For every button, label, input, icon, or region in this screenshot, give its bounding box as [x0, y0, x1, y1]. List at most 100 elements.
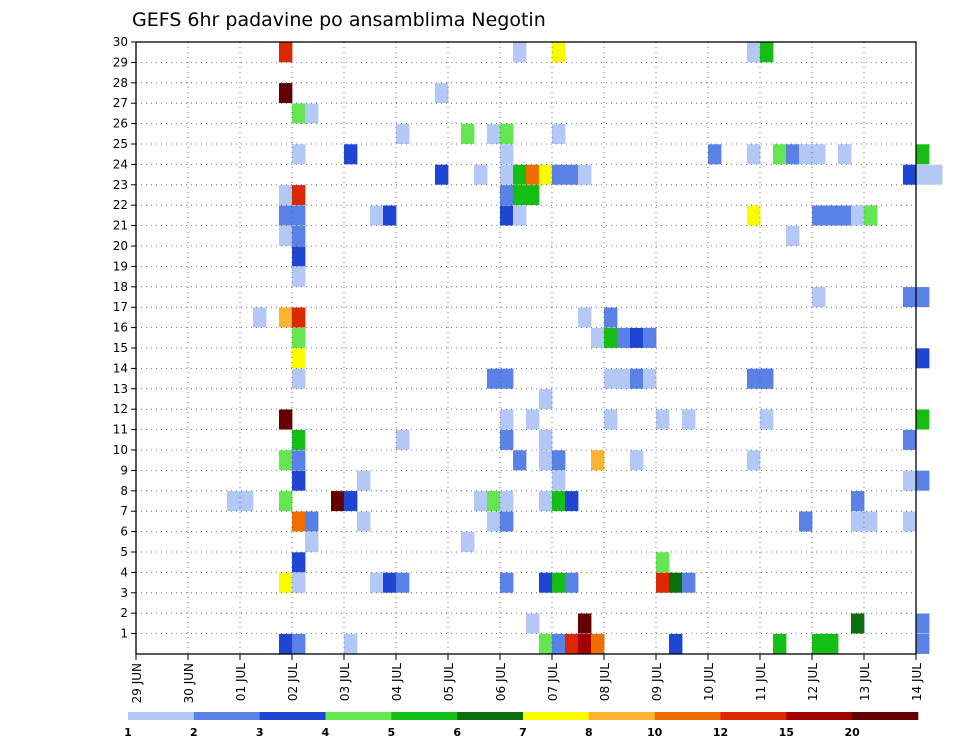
y-tick-label: 9 [120, 463, 128, 477]
heatmap-cell [292, 327, 306, 348]
heatmap-cell [604, 327, 618, 348]
heatmap-cell [656, 552, 670, 573]
heatmap-cell [760, 368, 774, 389]
heatmap-cell [656, 409, 670, 430]
heatmap-cell [500, 164, 514, 185]
heatmap-cell [864, 511, 878, 532]
heatmap-cell [500, 429, 514, 450]
y-tick-label: 12 [113, 402, 128, 416]
heatmap-cell [292, 246, 306, 267]
heatmap-cell [851, 205, 865, 226]
heatmap-cell [344, 633, 358, 654]
grid-lines [136, 42, 916, 654]
heatmap-cell [292, 307, 306, 328]
y-tick-label: 5 [120, 545, 128, 559]
heatmap-cell [747, 144, 761, 165]
y-tick-label: 17 [113, 300, 128, 314]
y-tick-label: 1 [120, 627, 128, 641]
heatmap-cell [812, 287, 826, 308]
y-tick-label: 6 [120, 525, 128, 539]
x-tick-label: 11 JUL [754, 663, 768, 701]
heatmap-cell [565, 572, 579, 593]
heatmap-cell [552, 164, 566, 185]
chart-title: GEFS 6hr padavine po ansamblima Negotin [132, 9, 546, 31]
heatmap-cell [565, 633, 579, 654]
heatmap-cell [305, 531, 319, 552]
heatmap-cell [461, 123, 475, 144]
heatmap-cell [851, 491, 865, 512]
heatmap-cell [916, 613, 930, 634]
heatmap-cell [487, 368, 501, 389]
heatmap-cell [461, 531, 475, 552]
x-tick-label: 08 JUL [598, 663, 612, 701]
heatmap-cell [539, 633, 553, 654]
y-tick-label: 26 [113, 117, 128, 131]
heatmap-cell [292, 511, 306, 532]
heatmap-cell [552, 42, 566, 63]
heatmap-cell [279, 491, 293, 512]
heatmap-cell [916, 348, 930, 369]
heatmap-cell [916, 409, 930, 430]
y-tick-label: 14 [113, 361, 128, 375]
heatmap-cell [747, 368, 761, 389]
heatmap-cell [539, 572, 553, 593]
heatmap-cell [526, 164, 540, 185]
y-tick-label: 7 [120, 504, 128, 518]
heatmap-cell [357, 470, 371, 491]
heatmap-cell [643, 327, 657, 348]
colorbar-label: 20 [845, 726, 861, 739]
heatmap-cell [786, 225, 800, 246]
colorbar-swatch [259, 712, 326, 720]
heatmap-cell [292, 225, 306, 246]
heatmap-cell [838, 205, 852, 226]
y-tick-label: 18 [113, 280, 128, 294]
y-tick-label: 28 [113, 76, 128, 90]
y-tick-label: 25 [113, 137, 128, 151]
heatmap-cell [747, 450, 761, 471]
heatmap-cell [539, 389, 553, 410]
heatmap-cell [565, 491, 579, 512]
x-tick-label: 13 JUL [858, 663, 872, 701]
x-tick-label: 10 JUL [702, 663, 716, 701]
heatmap-cell [279, 83, 293, 104]
x-tick-label: 02 JUL [286, 663, 300, 701]
heatmap-cell [539, 491, 553, 512]
heatmap-cell [474, 491, 488, 512]
heatmap-cell [929, 164, 943, 185]
heatmap-cell [500, 185, 514, 206]
heatmap-cell [474, 164, 488, 185]
x-tick-label: 09 JUL [650, 663, 664, 701]
heatmap-cell [279, 572, 293, 593]
heatmap-cell [591, 633, 605, 654]
colorbar-label: 4 [322, 726, 330, 739]
heatmap-cell [838, 144, 852, 165]
colorbar-label: 7 [519, 726, 527, 739]
heatmap-cell [253, 307, 267, 328]
heatmap-cell [240, 491, 254, 512]
y-tick-label: 21 [113, 219, 128, 233]
heatmap-cell [279, 225, 293, 246]
heatmap-cell [669, 633, 683, 654]
y-tick-label: 27 [113, 96, 128, 110]
colorbar-label: 5 [388, 726, 396, 739]
x-tick-label: 03 JUL [338, 663, 352, 701]
heatmap-cell [825, 205, 839, 226]
heatmap-cell [604, 409, 618, 430]
heatmap-cell [591, 327, 605, 348]
heatmap-cell [292, 144, 306, 165]
colorbar-swatch [720, 712, 787, 720]
heatmap-cell [370, 572, 384, 593]
y-tick-label: 11 [113, 423, 128, 437]
heatmap-cell [305, 511, 319, 532]
y-tick-label: 8 [120, 484, 128, 498]
heatmap-cell [916, 144, 930, 165]
heatmap-cell [903, 511, 917, 532]
heatmap-cell [812, 633, 826, 654]
heatmap-cell [500, 144, 514, 165]
colorbar-swatch [325, 712, 392, 720]
heatmap-cell [903, 470, 917, 491]
colorbar-swatch [391, 712, 458, 720]
heatmap-cell [552, 491, 566, 512]
heatmap-cell [279, 409, 293, 430]
